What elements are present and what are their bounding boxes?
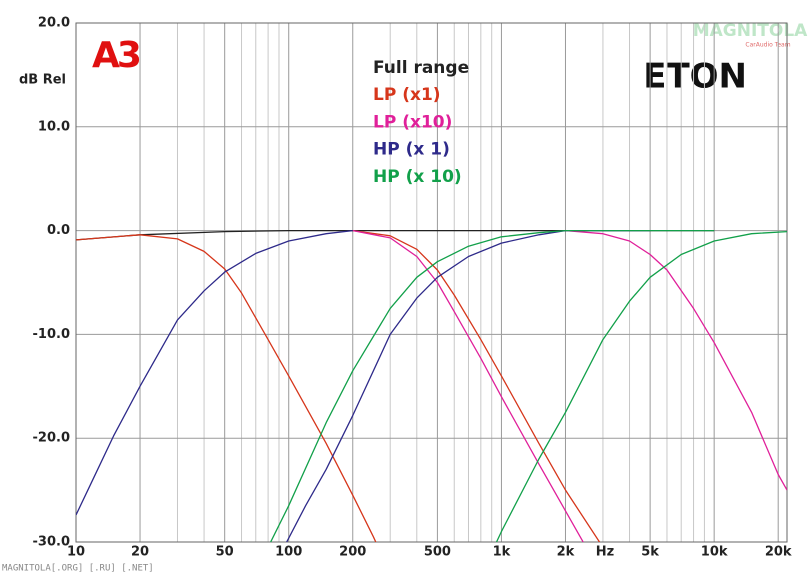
x-axis-label: Hz — [596, 545, 614, 560]
y-tick-label: 10.0 — [38, 119, 70, 134]
x-tick-label: 50 — [216, 545, 234, 560]
x-tick-label: 10k — [701, 545, 728, 560]
logo: A3 — [92, 35, 140, 76]
y-tick-label: -30.0 — [33, 535, 70, 550]
legend-entry: Full range — [373, 58, 469, 78]
legend-entry: LP (x10) — [373, 112, 452, 132]
legend-entry: LP (x1) — [373, 85, 441, 105]
x-tick-label: 100 — [275, 545, 302, 560]
x-tick-label: 500 — [424, 545, 451, 560]
response-line — [76, 234, 377, 542]
response-line — [352, 229, 584, 542]
footer: MAGNITOLA[.ORG] [.RU] [.NET] — [2, 564, 154, 574]
x-tick-label: 20 — [131, 545, 149, 560]
x-tick-label: 1k — [493, 545, 511, 560]
legend-entry: HP (x 1) — [373, 140, 450, 160]
x-tick-label: 2k — [557, 545, 575, 560]
y-tick-label: 0.0 — [47, 223, 70, 238]
response-line — [269, 229, 715, 542]
y-axis-label: dB Rel — [19, 73, 66, 88]
response-line — [352, 229, 601, 542]
y-tick-label: -20.0 — [33, 431, 70, 446]
plot-frame — [75, 22, 788, 543]
x-tick-label: 10 — [67, 545, 85, 560]
y-tick-label: 20.0 — [38, 16, 70, 31]
watermark: MAGNITOLA — [693, 21, 808, 41]
brand: ETON — [643, 57, 747, 97]
response-line — [495, 230, 787, 542]
x-tick-label: 5k — [641, 545, 659, 560]
x-tick-label: 20k — [765, 545, 792, 560]
legend-entry: HP (x 10) — [373, 167, 462, 187]
response-line — [565, 229, 787, 491]
response-line — [285, 229, 651, 542]
x-tick-label: 200 — [339, 545, 366, 560]
y-tick-label: -10.0 — [33, 327, 70, 342]
watermark-sub: CarAudio Team — [745, 42, 790, 49]
response-line — [76, 229, 353, 516]
